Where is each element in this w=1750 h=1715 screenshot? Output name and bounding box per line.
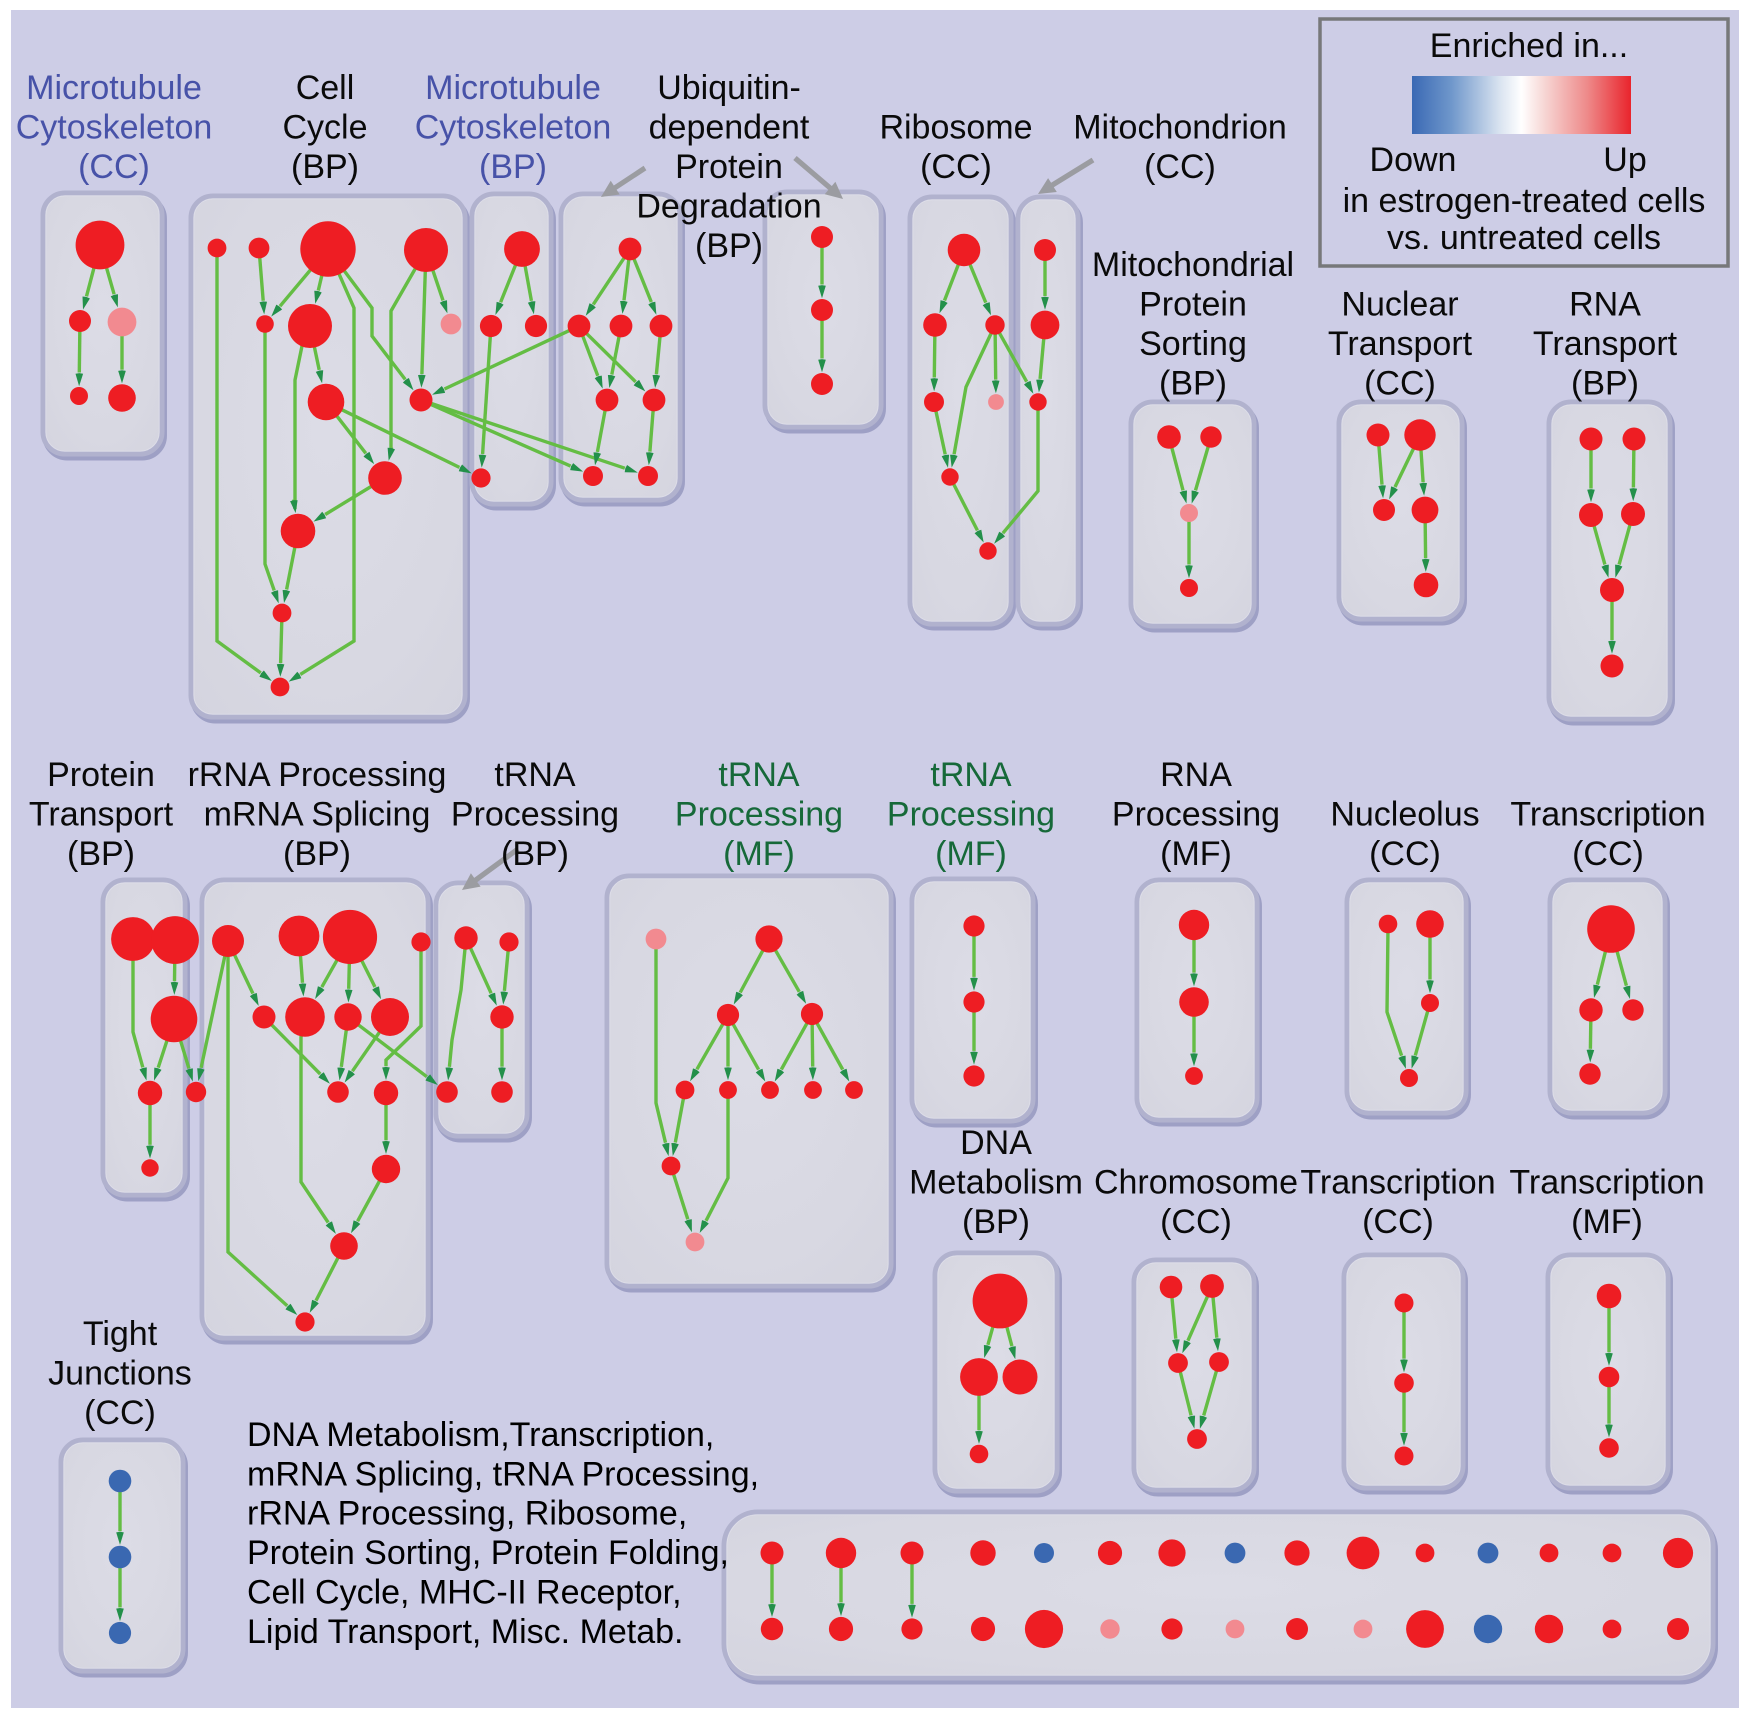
svg-text:Processing: Processing [1112,796,1280,834]
svg-text:mRNA Splicing: mRNA Splicing [204,796,431,834]
svg-text:tRNA: tRNA [930,756,1012,794]
svg-text:(CC): (CC) [78,148,150,186]
svg-text:Ribosome: Ribosome [879,109,1032,147]
svg-text:Protein: Protein [1139,286,1247,324]
svg-text:Ubiquitin-: Ubiquitin- [657,69,801,107]
svg-text:mRNA Splicing, tRNA Processing: mRNA Splicing, tRNA Processing, [247,1455,759,1493]
svg-text:(BP): (BP) [1571,365,1639,403]
svg-text:(BP): (BP) [291,148,359,186]
svg-text:(BP): (BP) [479,148,547,186]
svg-text:Nucleolus: Nucleolus [1330,796,1479,834]
svg-text:Transport: Transport [29,796,174,834]
svg-text:Mitochondrial: Mitochondrial [1092,246,1294,284]
svg-text:tRNA: tRNA [718,756,800,794]
svg-text:(BP): (BP) [695,227,763,265]
svg-text:(MF): (MF) [723,835,795,873]
svg-text:(BP): (BP) [67,835,135,873]
svg-text:Enriched in...: Enriched in... [1430,27,1628,65]
svg-text:(CC): (CC) [1362,1203,1434,1241]
svg-text:Protein Sorting, Protein Foldi: Protein Sorting, Protein Folding, [247,1534,729,1572]
svg-text:(BP): (BP) [501,835,569,873]
svg-text:(BP): (BP) [283,835,351,873]
svg-text:in estrogen-treated cells: in estrogen-treated cells [1343,182,1706,220]
svg-text:Microtubule: Microtubule [26,69,202,107]
svg-text:Down: Down [1370,141,1457,179]
svg-text:Junctions: Junctions [48,1355,192,1393]
svg-text:Transport: Transport [1328,325,1473,363]
svg-text:Transport: Transport [1533,325,1678,363]
svg-text:(BP): (BP) [962,1203,1030,1241]
svg-text:Degradation: Degradation [636,188,821,226]
svg-text:Cytoskeleton: Cytoskeleton [16,109,213,147]
svg-text:Sorting: Sorting [1139,325,1247,363]
svg-text:dependent: dependent [649,109,810,147]
svg-text:(CC): (CC) [920,148,992,186]
svg-text:Transcription: Transcription [1509,1164,1704,1202]
svg-text:rRNA Processing: rRNA Processing [188,756,447,794]
svg-text:Mitochondrion: Mitochondrion [1073,109,1287,147]
svg-text:RNA: RNA [1160,756,1232,794]
svg-text:Chromosome: Chromosome [1094,1164,1298,1202]
svg-text:Processing: Processing [675,796,843,834]
svg-text:Cycle: Cycle [282,109,367,147]
svg-text:vs. untreated cells: vs. untreated cells [1387,219,1661,257]
svg-text:tRNA: tRNA [494,756,576,794]
svg-text:(CC): (CC) [1160,1203,1232,1241]
svg-text:Cell: Cell [296,69,355,107]
svg-text:(BP): (BP) [1159,365,1227,403]
svg-text:(CC): (CC) [84,1394,156,1432]
svg-text:Processing: Processing [887,796,1055,834]
svg-text:Nuclear: Nuclear [1341,286,1458,324]
svg-text:DNA Metabolism,Transcription,: DNA Metabolism,Transcription, [247,1416,714,1454]
svg-text:Protein: Protein [675,148,783,186]
svg-text:Transcription: Transcription [1300,1164,1495,1202]
svg-text:Tight: Tight [83,1315,158,1353]
svg-text:Lipid Transport, Misc. Metab.: Lipid Transport, Misc. Metab. [247,1613,684,1651]
svg-text:RNA: RNA [1569,286,1641,324]
svg-text:(CC): (CC) [1364,365,1436,403]
svg-text:Microtubule: Microtubule [425,69,601,107]
svg-text:Protein: Protein [47,756,155,794]
svg-text:Metabolism: Metabolism [909,1164,1083,1202]
svg-text:Cell Cycle, MHC-II Receptor,: Cell Cycle, MHC-II Receptor, [247,1574,682,1612]
svg-text:Transcription: Transcription [1510,796,1705,834]
svg-text:DNA: DNA [960,1124,1032,1162]
svg-text:(CC): (CC) [1144,148,1216,186]
svg-text:(MF): (MF) [1571,1203,1643,1241]
svg-text:(MF): (MF) [935,835,1007,873]
svg-text:(CC): (CC) [1369,835,1441,873]
svg-text:(CC): (CC) [1572,835,1644,873]
svg-text:Cytoskeleton: Cytoskeleton [415,109,612,147]
svg-text:Processing: Processing [451,796,619,834]
svg-text:(MF): (MF) [1160,835,1232,873]
svg-text:Up: Up [1603,141,1646,179]
svg-text:rRNA Processing, Ribosome,: rRNA Processing, Ribosome, [247,1495,687,1533]
